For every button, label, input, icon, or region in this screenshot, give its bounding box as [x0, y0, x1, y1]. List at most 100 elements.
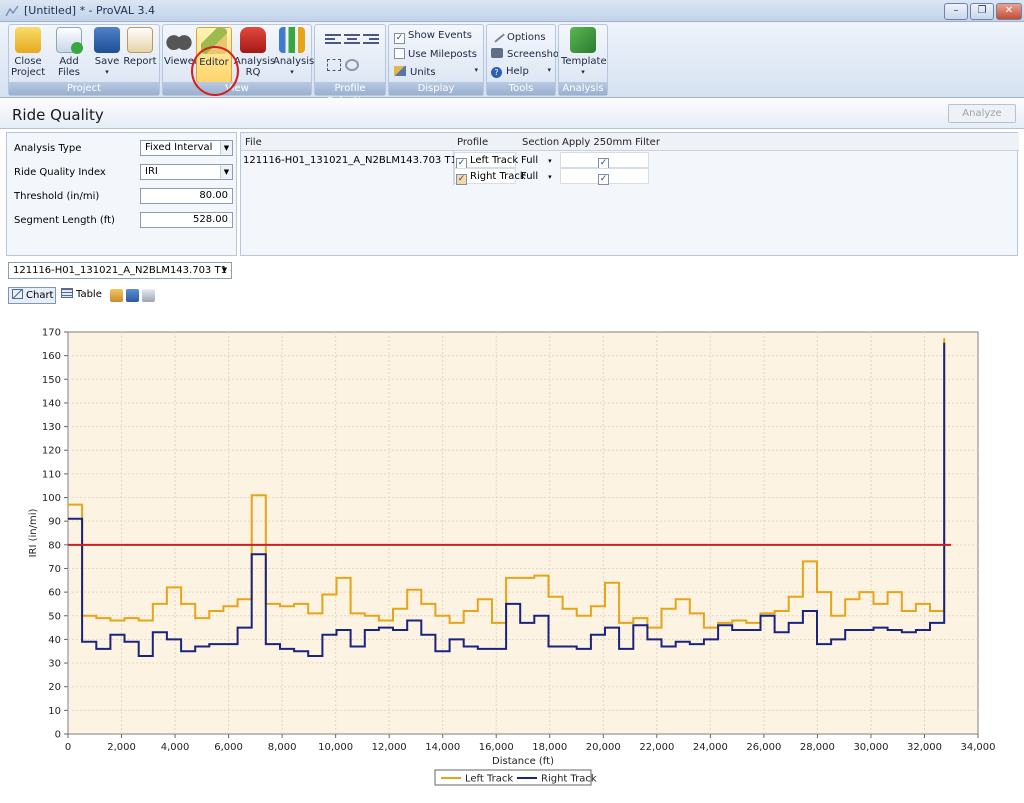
- help-dropdown-arrow-icon: ▾: [547, 66, 551, 74]
- save-button[interactable]: Save ▾: [93, 27, 121, 78]
- x-tick-label: 8,000: [268, 742, 297, 753]
- template-icon: [570, 27, 596, 53]
- ride-quality-index-label: Ride Quality Index: [14, 167, 106, 178]
- folder-close-icon: [15, 27, 41, 53]
- y-tick-label: 110: [42, 469, 61, 480]
- ruler-icon: [394, 66, 406, 76]
- y-tick-label: 30: [48, 659, 61, 670]
- file-profile-grid: File Profile Section Apply 250mm Filter …: [240, 132, 1019, 256]
- analysis-button[interactable]: Analysis ▾: [273, 27, 315, 78]
- segment-length-label: Segment Length (ft): [14, 215, 115, 226]
- legend-label: Right Track: [541, 774, 597, 785]
- x-tick-label: 18,000: [532, 742, 567, 753]
- left-track-checkbox[interactable]: ✓ Left Track: [456, 155, 519, 169]
- y-tick-label: 20: [48, 682, 61, 693]
- left-track-series-line: [68, 338, 946, 629]
- align-left-icon[interactable]: [325, 34, 341, 46]
- show-events-checkbox[interactable]: ✓ Show Events: [394, 30, 473, 44]
- y-tick-label: 50: [48, 611, 61, 622]
- screenshot-button[interactable]: Screenshot: [491, 48, 563, 60]
- align-right-icon[interactable]: [363, 34, 379, 46]
- viewer-button[interactable]: Viewer: [164, 27, 198, 67]
- minimize-button[interactable]: –: [944, 3, 968, 20]
- window-title: [Untitled] * - ProVAL 3.4: [24, 4, 155, 17]
- analysis-dropdown-icon[interactable]: ▾: [290, 68, 294, 76]
- maximize-button[interactable]: ❐: [970, 3, 994, 20]
- x-tick-label: 14,000: [425, 742, 460, 753]
- align-center-icon[interactable]: [344, 34, 360, 46]
- save-dropdown-icon[interactable]: ▾: [105, 68, 109, 76]
- wrench-icon: [489, 27, 505, 43]
- analyze-button[interactable]: Analyze: [948, 104, 1016, 123]
- select-region-icon[interactable]: [327, 59, 341, 71]
- x-tick-label: 20,000: [586, 742, 621, 753]
- template-dropdown-icon[interactable]: ▾: [581, 68, 585, 76]
- right-track-filter-checkbox[interactable]: ✓: [598, 171, 612, 185]
- ride-quality-index-select[interactable]: IRI ▼: [140, 164, 233, 180]
- group-title-project: Project: [9, 82, 159, 95]
- y-axis-label: IRI (in/mi): [28, 508, 39, 557]
- y-tick-label: 10: [48, 706, 61, 717]
- chart-icon: [12, 289, 23, 299]
- analysis-settings-panel: Analysis Type Fixed Interval ▼ Ride Qual…: [6, 132, 237, 256]
- analysis-label: Analysis: [273, 56, 315, 67]
- bars-chart-icon: [279, 27, 305, 53]
- grid-header-filter: Apply 250mm Filter: [562, 137, 660, 148]
- left-track-section-select[interactable]: Full ▾: [521, 155, 552, 166]
- print-icon[interactable]: [142, 289, 155, 302]
- report-label: Report: [123, 56, 157, 67]
- analysis-type-label: Analysis Type: [14, 143, 82, 154]
- close-project-label: Close Project: [11, 56, 46, 78]
- y-tick-label: 160: [42, 351, 61, 362]
- y-tick-label: 90: [48, 517, 61, 528]
- analysis-type-select[interactable]: Fixed Interval ▼: [140, 140, 233, 156]
- help-dropdown[interactable]: ? Help ▾: [491, 66, 553, 78]
- x-tick-label: 22,000: [639, 742, 674, 753]
- segment-length-input[interactable]: 528.00: [140, 212, 233, 228]
- red-highlight-circle: [191, 46, 239, 96]
- y-tick-label: 40: [48, 635, 61, 646]
- group-title-view: View: [163, 82, 311, 95]
- y-tick-label: 130: [42, 422, 61, 433]
- x-tick-label: 10,000: [318, 742, 353, 753]
- chart-view-button[interactable]: Chart: [8, 287, 56, 304]
- copy-icon[interactable]: [110, 289, 123, 302]
- chevron-down-icon: ▼: [220, 141, 232, 155]
- right-track-section-select[interactable]: Full ▾: [521, 171, 552, 182]
- close-project-button[interactable]: Close Project: [11, 27, 45, 78]
- help-icon: ?: [491, 67, 502, 78]
- add-files-button[interactable]: Add Files: [47, 27, 91, 78]
- binoculars-icon: [166, 27, 192, 53]
- plot-area: [67, 331, 979, 735]
- x-tick-label: 26,000: [746, 742, 781, 753]
- camera-icon: [491, 48, 503, 58]
- module-header: Ride Quality Analyze: [0, 99, 1024, 129]
- report-button[interactable]: Report: [123, 27, 157, 67]
- units-dropdown[interactable]: Units ▾: [394, 66, 480, 78]
- table-row[interactable]: [454, 168, 516, 184]
- threshold-input[interactable]: 80.00: [140, 188, 233, 204]
- group-title-display: Display: [389, 82, 483, 95]
- y-tick-label: 100: [42, 493, 61, 504]
- y-tick-label: 140: [42, 398, 61, 409]
- save-label: Save: [94, 56, 120, 67]
- use-mileposts-checkbox[interactable]: Use Mileposts: [394, 48, 477, 60]
- legend-box: [434, 769, 592, 786]
- close-window-button[interactable]: ✕: [996, 3, 1022, 20]
- chevron-down-icon: ▼: [220, 165, 232, 179]
- table-view-button[interactable]: Table: [58, 287, 108, 304]
- table-row[interactable]: [454, 152, 516, 168]
- options-button[interactable]: Options: [489, 27, 546, 43]
- x-tick-label: 32,000: [907, 742, 942, 753]
- export-icon[interactable]: [126, 289, 139, 302]
- grid-header-row: [241, 133, 1019, 151]
- right-track-checkbox[interactable]: ✓ Right Track: [456, 171, 526, 185]
- eraser-icon[interactable]: [345, 59, 359, 71]
- analysis-rq-button[interactable]: Analysis RQ: [234, 27, 275, 78]
- group-title-tools: Tools: [487, 82, 555, 95]
- file-select-dropdown[interactable]: 121116-H01_131021_A_N2BLM143.703 T1 & T2…: [8, 262, 232, 279]
- y-tick-label: 60: [48, 588, 61, 599]
- left-track-filter-checkbox[interactable]: ✓: [598, 155, 612, 169]
- x-tick-label: 4,000: [161, 742, 190, 753]
- template-button[interactable]: Template ▾: [561, 27, 607, 78]
